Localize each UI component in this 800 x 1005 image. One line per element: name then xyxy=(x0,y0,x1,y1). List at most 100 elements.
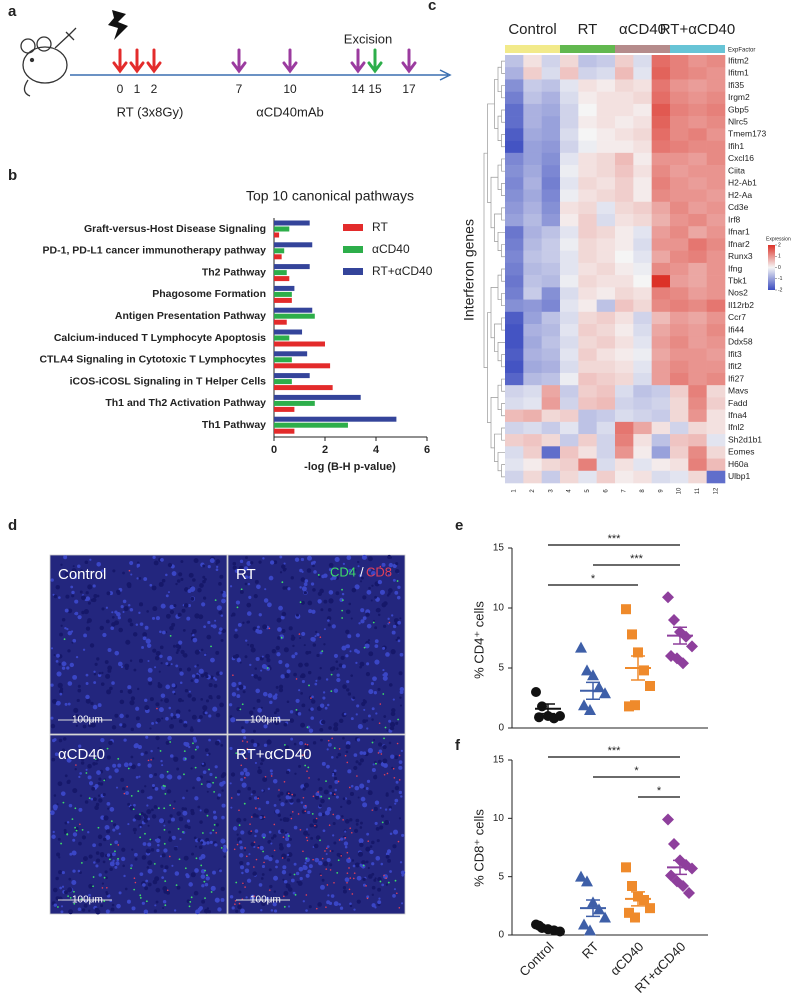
cd8-signal xyxy=(344,836,347,839)
nucleus xyxy=(238,681,242,685)
nucleus xyxy=(252,706,256,710)
nucleus xyxy=(260,706,263,709)
nucleus xyxy=(142,883,146,887)
heatmap-cell xyxy=(651,421,671,435)
cd4-signal xyxy=(236,606,239,609)
nucleus xyxy=(130,755,134,759)
nucleus xyxy=(61,870,65,875)
heatmap-cell xyxy=(578,385,597,398)
cd8-signal xyxy=(306,743,309,746)
nucleus xyxy=(100,569,104,573)
nucleus xyxy=(72,788,78,794)
nucleus xyxy=(310,836,314,840)
nucleus xyxy=(250,793,253,796)
nucleus xyxy=(159,773,165,779)
nucleus xyxy=(399,687,405,692)
nucleus xyxy=(327,608,332,612)
heatmap-cell xyxy=(688,275,707,288)
cd4-signal xyxy=(220,847,223,849)
nucleus xyxy=(262,557,265,560)
column-label: 2 xyxy=(530,489,536,493)
nucleus xyxy=(330,577,334,581)
nucleus xyxy=(183,603,189,608)
heatmap-cell xyxy=(560,128,579,141)
nucleus xyxy=(271,855,274,858)
nucleus xyxy=(243,753,247,757)
nucleus xyxy=(314,857,320,863)
heatmap-cell xyxy=(541,397,561,410)
heatmap-cell xyxy=(541,238,561,251)
row-label: Fadd xyxy=(728,398,748,408)
day-label: 10 xyxy=(283,82,297,96)
nucleus xyxy=(52,887,58,893)
nucleus xyxy=(252,813,257,818)
cd8-signal xyxy=(230,797,233,799)
nucleus xyxy=(298,741,304,746)
heatmap-cell xyxy=(505,336,524,349)
nucleus xyxy=(112,828,116,832)
heatmap-cell xyxy=(651,103,671,117)
nucleus xyxy=(277,813,282,817)
cd4-signal xyxy=(139,836,142,839)
nucleus xyxy=(396,595,401,600)
nucleus xyxy=(279,845,284,851)
nucleus xyxy=(112,569,116,573)
data-point xyxy=(581,664,593,676)
nucleus xyxy=(141,901,145,905)
nucleus xyxy=(84,574,90,580)
nucleus xyxy=(269,884,273,889)
nucleus xyxy=(127,689,133,694)
heatmap-cell xyxy=(505,55,524,68)
heatmap-cell xyxy=(523,470,542,484)
nucleus xyxy=(253,674,259,679)
nucleus xyxy=(378,897,381,900)
dendrogram xyxy=(501,60,505,74)
heatmap-cell xyxy=(615,397,634,410)
nucleus xyxy=(350,617,353,620)
nucleus xyxy=(293,672,297,677)
cd4-signal xyxy=(110,820,113,823)
nucleus xyxy=(198,668,204,674)
nucleus xyxy=(97,703,102,708)
cd4-signal xyxy=(69,896,72,899)
heatmap-cell xyxy=(688,311,707,325)
nucleus xyxy=(366,895,370,899)
nucleus xyxy=(203,625,206,629)
nucleus xyxy=(387,617,390,621)
nucleus xyxy=(388,562,393,568)
nucleus xyxy=(93,594,98,599)
cd8-signal xyxy=(299,828,302,831)
heatmap-cell xyxy=(615,213,634,227)
nucleus xyxy=(243,849,246,852)
heatmap-cell xyxy=(541,470,561,484)
nucleus xyxy=(53,738,57,742)
heatmap-cell xyxy=(541,201,561,215)
heatmap-cell xyxy=(706,128,726,141)
nucleus xyxy=(311,609,316,614)
cd4-signal xyxy=(57,906,59,908)
cd4-signal xyxy=(81,828,84,831)
nucleus xyxy=(64,821,68,825)
heatmap-cell xyxy=(706,238,726,251)
day-label: 15 xyxy=(368,82,382,96)
nucleus xyxy=(349,818,353,822)
legend-swatch xyxy=(343,224,363,231)
nucleus xyxy=(379,825,384,830)
nucleus xyxy=(377,900,382,905)
dendrogram xyxy=(497,115,502,141)
nucleus xyxy=(350,784,354,788)
row-label: Ifnar1 xyxy=(728,227,750,237)
nucleus xyxy=(63,828,67,832)
nucleus xyxy=(50,716,54,720)
nucleus xyxy=(318,786,323,791)
cd8-signal xyxy=(304,743,307,745)
cd8-signal xyxy=(325,906,327,908)
nucleus xyxy=(394,798,399,803)
nucleus xyxy=(93,672,97,676)
heatmap-cell xyxy=(688,446,707,459)
nucleus xyxy=(186,616,191,621)
day-label: 2 xyxy=(151,82,158,96)
nucleus xyxy=(172,690,176,694)
nucleus xyxy=(301,586,307,592)
nucleus xyxy=(182,653,188,658)
